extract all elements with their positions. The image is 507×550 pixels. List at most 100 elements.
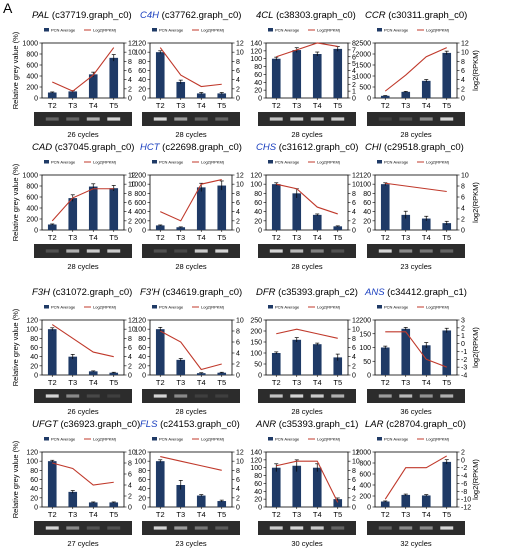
gel-band xyxy=(66,526,80,530)
series-line-log2 xyxy=(384,455,448,500)
gel-band xyxy=(440,526,454,530)
bar xyxy=(196,373,206,375)
y-tick-label-left: 120 xyxy=(134,450,146,457)
y-tick-label-right: 3 xyxy=(461,318,465,325)
y-tick-label-left: 60 xyxy=(254,481,262,488)
x-tick-label: T3 xyxy=(176,233,185,242)
y-tick-label-right: 8 xyxy=(128,461,132,468)
legend-line-label: Log2(RPKM) xyxy=(93,437,117,442)
y-tick-label-left: 60 xyxy=(138,345,146,352)
y-tick-label-left: 60 xyxy=(30,345,38,352)
y-tick-label-right: 12 xyxy=(352,450,360,457)
chart-panel-ufgt: UFGT (c36923.graph_c0) PCN Average Log2(RP… xyxy=(11,419,140,548)
x-tick-label: T3 xyxy=(292,101,301,110)
gel-image xyxy=(367,244,465,258)
bar xyxy=(196,495,206,507)
gene-name: 4CL xyxy=(256,10,273,21)
y-tick-label-right: 1 xyxy=(352,89,356,96)
gel-band xyxy=(331,117,345,121)
gene-name: CHI xyxy=(365,142,382,153)
y-tick-label-left: 1000 xyxy=(355,74,371,81)
bar xyxy=(68,491,78,507)
y-tick-label-left: 0 xyxy=(258,96,262,103)
bar xyxy=(176,359,186,375)
gel-band xyxy=(66,249,80,253)
x-tick-label: T3 xyxy=(176,101,185,110)
legend-bar-swatch xyxy=(377,437,382,441)
gel-band xyxy=(440,117,454,121)
y-tick-label-right: 4 xyxy=(352,354,356,361)
y-tick-label-right: 4 xyxy=(352,68,356,75)
cycles-label: 28 cycles xyxy=(291,130,323,139)
y-tick-label-left: 20 xyxy=(254,88,262,95)
y-tick-label-left: 40 xyxy=(254,489,262,496)
legend-bar-swatch xyxy=(44,437,49,441)
legend-bar-swatch xyxy=(268,160,273,164)
cycles-label: 28 cycles xyxy=(291,407,323,416)
x-tick-label: T3 xyxy=(401,378,410,387)
y-tick-label-right: 0 xyxy=(352,373,356,380)
y-tick-label-left: 0 xyxy=(142,228,146,235)
gel-image xyxy=(258,244,356,258)
y-axis-label-left: Relative grey value (%) xyxy=(11,31,20,109)
series-line-log2 xyxy=(51,324,114,358)
y-tick-label-left: 80 xyxy=(138,336,146,343)
y-tick-label-left: 20 xyxy=(138,363,146,370)
y-tick-label-right: 6 xyxy=(461,68,465,75)
series-line-log2 xyxy=(276,42,338,58)
y-tick-label-right: 10 xyxy=(461,50,469,57)
chart-panel-f3h: F3'H (c34619.graph_c0) PCN Average Log2(RP… xyxy=(134,287,244,416)
y-tick-label-right: 12 xyxy=(128,173,136,180)
legend-bar-label: PCN Average xyxy=(51,305,76,310)
y-tick-label-right: 2 xyxy=(128,86,132,93)
gel-band xyxy=(290,117,304,121)
legend-bar-swatch xyxy=(152,437,157,441)
gene-id: (c28704.graph_c0) xyxy=(383,419,465,430)
y-tick-label-left: 20 xyxy=(254,218,262,225)
chart-title: DFR (c35393.graph_c2) xyxy=(256,287,358,298)
series-line-log2 xyxy=(276,328,338,339)
x-tick-label: T3 xyxy=(401,101,410,110)
bar xyxy=(88,186,98,230)
y-tick-label-right: 8 xyxy=(128,191,132,198)
chart-title: 4CL (c38303.graph_c0) xyxy=(256,10,356,21)
y-tick-label-right: 4 xyxy=(236,486,240,493)
legend-bar-label: PCN Average xyxy=(384,28,409,33)
y-tick-label-left: 200 xyxy=(134,218,146,225)
legend-bar-label: PCN Average xyxy=(275,160,300,165)
legend-line-label: Log2(RPKM) xyxy=(426,28,450,33)
y-tick-label-right: 2 xyxy=(352,218,356,225)
gene-name: CCR xyxy=(365,10,386,21)
gene-id: (c37762.graph_c0) xyxy=(159,10,241,21)
chart-panel-ccr: CCR (c30311.graph_c0) PCN Average Log2(RPK… xyxy=(355,10,480,139)
y-tick-label-right: 0 xyxy=(128,96,132,103)
bar xyxy=(155,461,165,507)
bar xyxy=(217,372,227,375)
plot-frame xyxy=(374,451,458,508)
y-tick-label-right: 2 xyxy=(128,363,132,370)
gel-image xyxy=(34,244,132,258)
x-tick-label: T5 xyxy=(217,378,226,387)
y-axis-label-left: Relative grey value (%) xyxy=(11,440,20,518)
legend-line-label: Log2(RPKM) xyxy=(201,160,225,165)
y-tick-label-right: 6 xyxy=(128,200,132,207)
x-tick-label: T3 xyxy=(68,101,77,110)
x-tick-label: T5 xyxy=(442,233,451,242)
legend-bar-label: PCN Average xyxy=(159,28,184,33)
legend-line-label: Log2(RPKM) xyxy=(93,160,117,165)
y-tick-label-right: 12 xyxy=(236,41,244,48)
y-tick-label-right: 8 xyxy=(352,191,356,198)
gel-band xyxy=(215,117,229,121)
y-tick-label-right: 8 xyxy=(236,468,240,475)
y-tick-label-left: 120 xyxy=(250,173,262,180)
legend-bar-swatch xyxy=(44,160,49,164)
legend-bar-label: PCN Average xyxy=(275,437,300,442)
x-tick-label: T2 xyxy=(48,378,57,387)
y-tick-label-left: 100 xyxy=(26,459,38,466)
legend-bar-swatch xyxy=(377,160,382,164)
gel-band xyxy=(66,117,80,121)
y-tick-label-right: 8 xyxy=(461,59,465,66)
y-tick-label-right: 4 xyxy=(128,483,132,490)
gel-image xyxy=(34,112,132,126)
x-tick-label: T3 xyxy=(292,233,301,242)
